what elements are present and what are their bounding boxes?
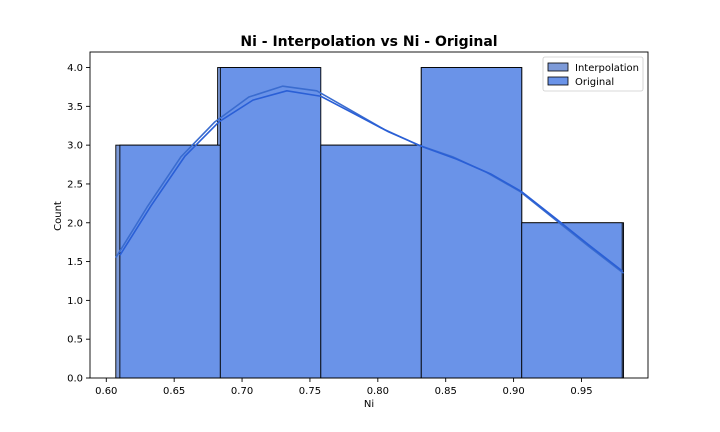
x-tick-label: 0.90 <box>502 386 524 397</box>
chart-title: Ni - Interpolation vs Ni - Original <box>240 34 497 50</box>
x-tick-label: 0.65 <box>163 386 185 397</box>
y-tick-label: 1.5 <box>67 257 83 268</box>
legend-label-interpolation: Interpolation <box>575 63 639 74</box>
y-tick-label: 3.0 <box>67 141 83 152</box>
x-tick-label: 0.85 <box>435 386 457 397</box>
bar-original-2 <box>320 144 422 379</box>
kde-line-interpolation <box>115 85 625 274</box>
legend-swatch-original <box>547 76 569 86</box>
series-bars-original <box>119 67 623 379</box>
kde-line-original <box>119 90 623 272</box>
plot-area: 0.60 0.65 0.70 0.75 0.80 0.85 0.90 0.95 0.0 0.5 1.… <box>67 51 649 397</box>
x-tick-label: 0.95 <box>570 386 592 397</box>
x-tick-label: 0.60 <box>95 386 117 397</box>
legend: Interpolation Original <box>542 56 644 92</box>
bar-original-0 <box>119 144 221 379</box>
bar-original-4 <box>521 222 623 379</box>
legend-label-original: Original <box>575 77 614 88</box>
y-tick-label: 0.0 <box>67 374 83 385</box>
bar-original-3 <box>420 67 523 379</box>
x-tick-label: 0.75 <box>299 386 321 397</box>
y-tick-label: 2.5 <box>67 179 83 190</box>
legend-swatch-interpolation <box>547 62 569 72</box>
plot-frame <box>89 51 649 379</box>
y-tick-label: 0.5 <box>67 335 83 346</box>
x-tick-label: 0.70 <box>231 386 253 397</box>
x-tick-label: 0.80 <box>367 386 389 397</box>
y-tick-label: 4.0 <box>67 63 83 74</box>
y-tick-label: 2.0 <box>67 218 83 229</box>
bar-original-1 <box>219 67 322 379</box>
y-tick-label: 1.0 <box>67 296 83 307</box>
y-axis-label: Count <box>53 201 64 231</box>
y-tick-label: 3.5 <box>67 102 83 113</box>
x-axis-label: Ni <box>364 399 374 410</box>
